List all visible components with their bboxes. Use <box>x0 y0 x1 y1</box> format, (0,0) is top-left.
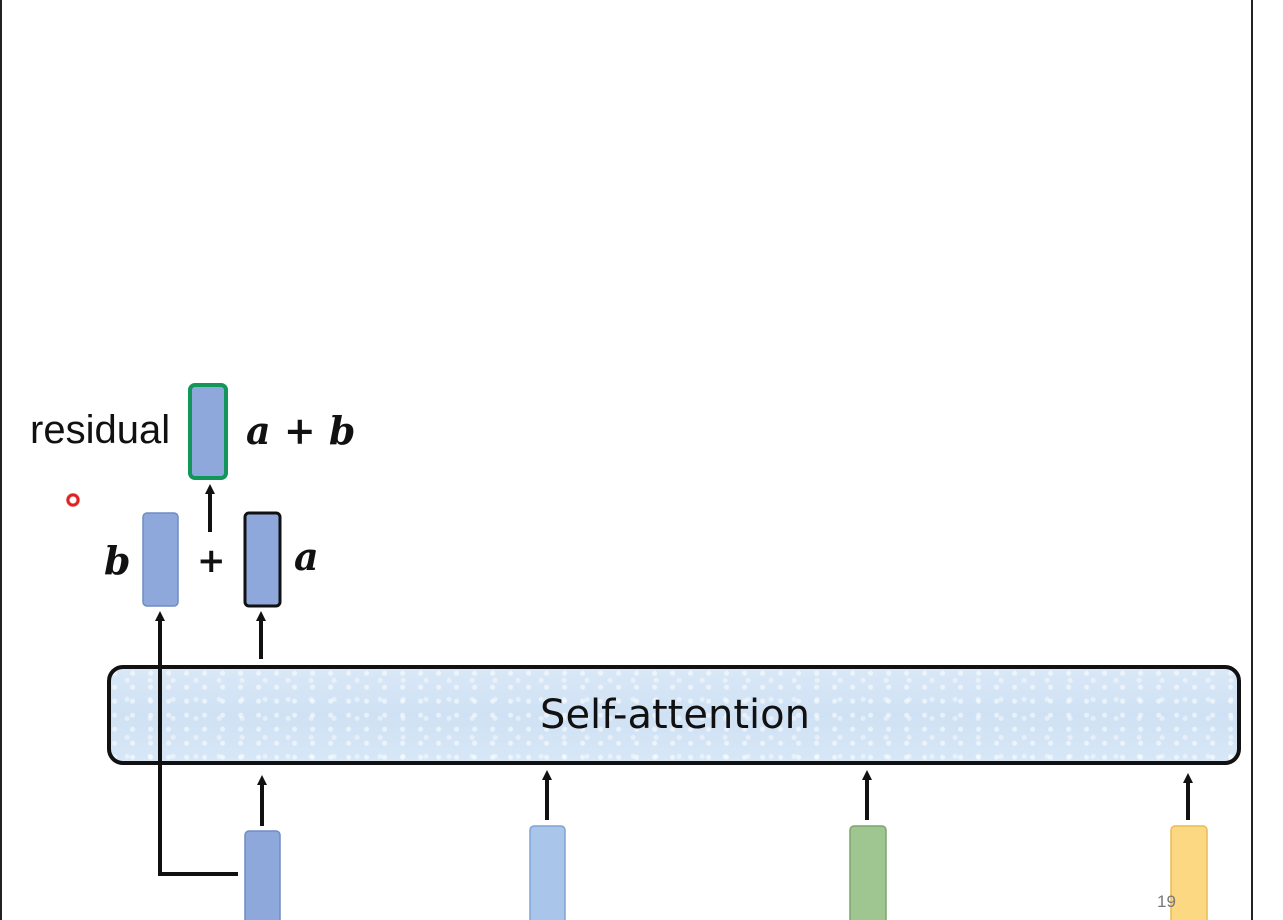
vector-a <box>243 511 282 608</box>
slide-right-border <box>1251 0 1253 920</box>
vector-b <box>142 512 179 607</box>
page-number: 19 <box>1157 892 1176 911</box>
self-attention-label: Self-attention <box>540 692 810 738</box>
residual-label: residual <box>30 408 171 452</box>
pointer-cursor-icon <box>66 493 80 507</box>
input-vector-1 <box>244 830 281 920</box>
self-attention-block: Self-attention <box>107 665 1241 765</box>
a-plus-b-label: a + b <box>246 408 356 453</box>
input-vector-4 <box>1170 825 1208 920</box>
input-vector-3 <box>849 825 887 920</box>
plus-sign: + <box>197 541 226 581</box>
a-label: a <box>294 534 319 579</box>
b-label: b <box>104 538 131 583</box>
slide-left-border <box>0 0 2 920</box>
input-vector-2 <box>529 825 566 920</box>
output-vector-a-plus-b <box>188 383 228 480</box>
